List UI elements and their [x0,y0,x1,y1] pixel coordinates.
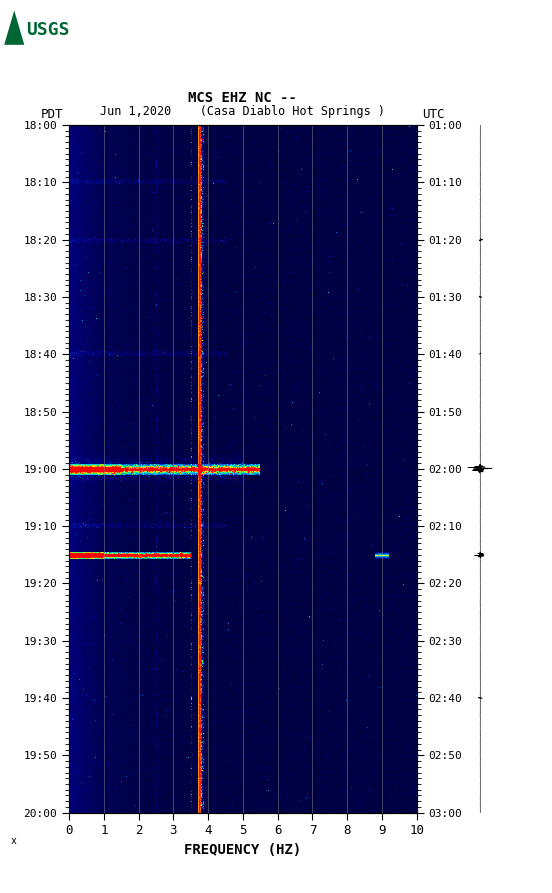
Polygon shape [4,11,24,45]
Text: UTC: UTC [422,107,445,121]
Text: MCS EHZ NC --: MCS EHZ NC -- [188,91,298,105]
Text: Jun 1,2020    (Casa Diablo Hot Springs ): Jun 1,2020 (Casa Diablo Hot Springs ) [100,104,385,118]
X-axis label: FREQUENCY (HZ): FREQUENCY (HZ) [184,843,301,857]
Text: PDT: PDT [41,107,63,121]
Text: x: x [11,836,17,846]
Text: USGS: USGS [26,21,70,38]
